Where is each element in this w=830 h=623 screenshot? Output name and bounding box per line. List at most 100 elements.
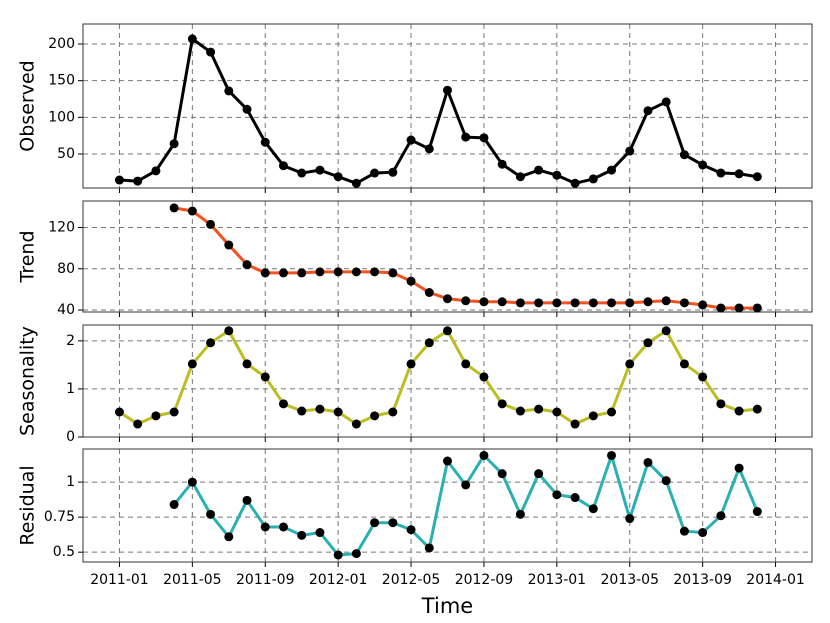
data-point	[242, 359, 252, 369]
data-point	[278, 522, 288, 532]
data-point	[133, 419, 143, 429]
data-point	[752, 172, 762, 182]
data-point	[351, 267, 361, 277]
data-point	[388, 407, 398, 417]
y-tick-label: 0	[66, 429, 75, 445]
data-point	[224, 86, 234, 96]
data-point	[424, 338, 434, 348]
data-point	[643, 338, 653, 348]
data-point	[169, 500, 179, 510]
data-point	[479, 297, 489, 307]
y-tick-label: 120	[48, 220, 75, 236]
data-point	[552, 298, 562, 308]
data-point	[570, 298, 580, 308]
data-point	[588, 411, 598, 421]
x-tick-label: 2013-05	[601, 572, 660, 588]
data-point	[424, 144, 434, 154]
data-point	[716, 303, 726, 313]
y-axis-label: Seasonality	[17, 326, 39, 436]
data-point	[315, 404, 325, 414]
data-point	[260, 522, 270, 532]
x-tick-label: 2013-09	[673, 572, 732, 588]
data-point	[679, 359, 689, 369]
data-point	[187, 206, 197, 216]
x-tick-label: 2013-01	[528, 572, 587, 588]
data-point	[479, 133, 489, 143]
data-point	[315, 165, 325, 175]
data-point	[479, 450, 489, 460]
data-point	[114, 407, 124, 417]
y-tick-label: 0.5	[53, 544, 75, 560]
data-point	[151, 411, 161, 421]
y-tick-label: 40	[57, 302, 75, 318]
data-point	[625, 298, 635, 308]
plot-frame	[82, 23, 813, 189]
data-point	[187, 477, 197, 487]
plot-frame	[82, 448, 813, 563]
y-tick-label: 2	[66, 333, 75, 349]
data-point	[625, 514, 635, 524]
data-point	[534, 298, 544, 308]
data-point	[443, 85, 452, 95]
data-point	[297, 268, 307, 278]
x-tick-label: 2014-01	[746, 572, 805, 588]
y-tick-label: 150	[48, 73, 75, 89]
data-point	[278, 161, 288, 171]
data-point	[716, 168, 726, 178]
y-axis-label: Trend	[17, 231, 39, 284]
data-point	[515, 509, 525, 519]
data-point	[242, 260, 252, 270]
data-point	[515, 406, 525, 416]
data-point	[643, 106, 653, 116]
data-point	[679, 298, 689, 308]
data-point	[260, 137, 270, 147]
data-point	[461, 359, 471, 369]
data-point	[406, 276, 416, 286]
data-point	[734, 406, 744, 416]
data-point	[406, 359, 416, 369]
x-tick-label: 2012-01	[309, 572, 368, 588]
data-point	[242, 495, 252, 505]
data-point	[370, 267, 380, 277]
data-point	[534, 404, 544, 414]
data-point	[333, 267, 343, 277]
data-point	[588, 504, 598, 514]
data-point	[333, 550, 343, 560]
y-axis-label: Residual	[17, 465, 39, 545]
data-point	[388, 268, 398, 278]
data-point	[607, 298, 617, 308]
data-point	[588, 298, 598, 308]
data-point	[424, 288, 434, 298]
data-point	[187, 359, 197, 369]
data-point	[206, 338, 216, 348]
data-point	[752, 303, 762, 313]
data-point	[552, 407, 562, 417]
data-point	[734, 463, 744, 473]
data-point	[315, 528, 325, 538]
data-point	[461, 480, 471, 490]
data-point	[734, 169, 744, 179]
data-point	[497, 469, 507, 479]
data-point	[333, 407, 343, 417]
data-point	[625, 359, 635, 369]
y-tick-label: 50	[57, 146, 75, 162]
y-axis-label: Observed	[17, 60, 39, 151]
data-point	[388, 167, 398, 177]
data-point	[206, 47, 216, 57]
data-point	[242, 104, 252, 114]
data-point	[351, 549, 361, 559]
data-point	[497, 399, 507, 409]
x-axis-label: Time	[421, 594, 473, 618]
data-point	[515, 298, 525, 308]
data-point	[315, 267, 325, 277]
data-point	[752, 507, 762, 517]
data-point	[570, 178, 580, 188]
data-point	[443, 456, 452, 466]
data-point	[698, 372, 708, 382]
data-point	[133, 176, 143, 186]
data-point	[224, 326, 234, 336]
data-point	[224, 240, 234, 250]
y-tick-label: 1	[66, 381, 75, 397]
data-point	[224, 532, 234, 542]
y-tick-label: 0.75	[44, 509, 75, 525]
